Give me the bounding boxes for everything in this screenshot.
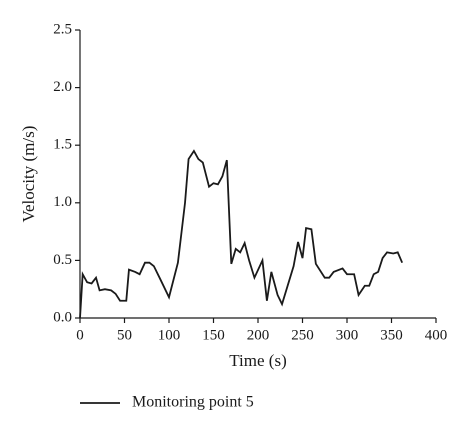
x-axis-label: Time (s) bbox=[229, 351, 286, 370]
legend-label: Monitoring point 5 bbox=[132, 394, 254, 411]
y-tick-label: 0.5 bbox=[53, 252, 72, 268]
y-tick-label: 0.0 bbox=[53, 309, 72, 325]
y-tick-label: 2.0 bbox=[53, 79, 72, 95]
x-tick-label: 50 bbox=[117, 327, 132, 343]
y-tick-label: 1.0 bbox=[53, 194, 72, 210]
y-tick-label: 1.5 bbox=[53, 137, 72, 153]
x-tick-label: 100 bbox=[158, 327, 181, 343]
data-line bbox=[79, 149, 404, 319]
x-tick-label: 250 bbox=[291, 327, 314, 343]
y-tick-label: 2.5 bbox=[53, 21, 72, 37]
x-tick-label: 300 bbox=[336, 327, 359, 343]
x-tick-label: 200 bbox=[247, 327, 270, 343]
x-tick-label: 350 bbox=[380, 327, 403, 343]
x-tick-label: 0 bbox=[76, 327, 84, 343]
x-tick-label: 400 bbox=[425, 327, 448, 343]
x-tick-label: 150 bbox=[202, 327, 225, 343]
y-axis-label: Velocity (m/s) bbox=[19, 126, 38, 223]
